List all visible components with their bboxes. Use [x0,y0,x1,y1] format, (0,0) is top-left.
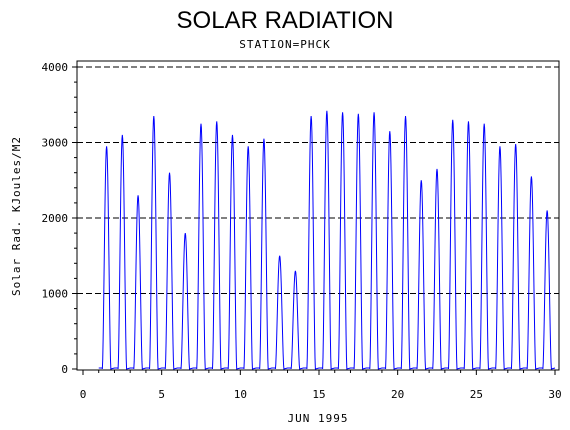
y-tick-label-3000: 3000 [42,137,69,150]
y-tick-label-1000: 1000 [42,288,69,301]
y-axis-label: Solar Rad. KJoules/M2 [10,136,23,296]
x-tick-label-5: 5 [158,388,165,401]
y-axis-ticks: 0 1000 2000 3000 4000 [42,61,77,376]
chart-title: SOLAR RADIATION [177,7,394,34]
x-tick-label-0: 0 [80,388,87,401]
plot-frame [76,60,560,371]
x-tick-label-20: 20 [391,388,404,401]
x-tick-label-30: 30 [548,388,561,401]
y-tick-label-0: 0 [61,363,68,376]
series-group [98,110,556,370]
y-tick-label-4000: 4000 [42,61,69,74]
x-axis-label: JUN 1995 [288,412,349,425]
x-tick-label-10: 10 [234,388,247,401]
chart-subtitle: STATION=PHCK [239,38,330,51]
x-tick-label-15: 15 [312,388,325,401]
gridlines [77,66,559,294]
series-line-solar-radiation [98,110,556,370]
x-tick-label-25: 25 [470,388,483,401]
y-tick-label-2000: 2000 [42,212,69,225]
x-axis-ticks: 0 5 10 15 20 25 30 [80,370,562,401]
